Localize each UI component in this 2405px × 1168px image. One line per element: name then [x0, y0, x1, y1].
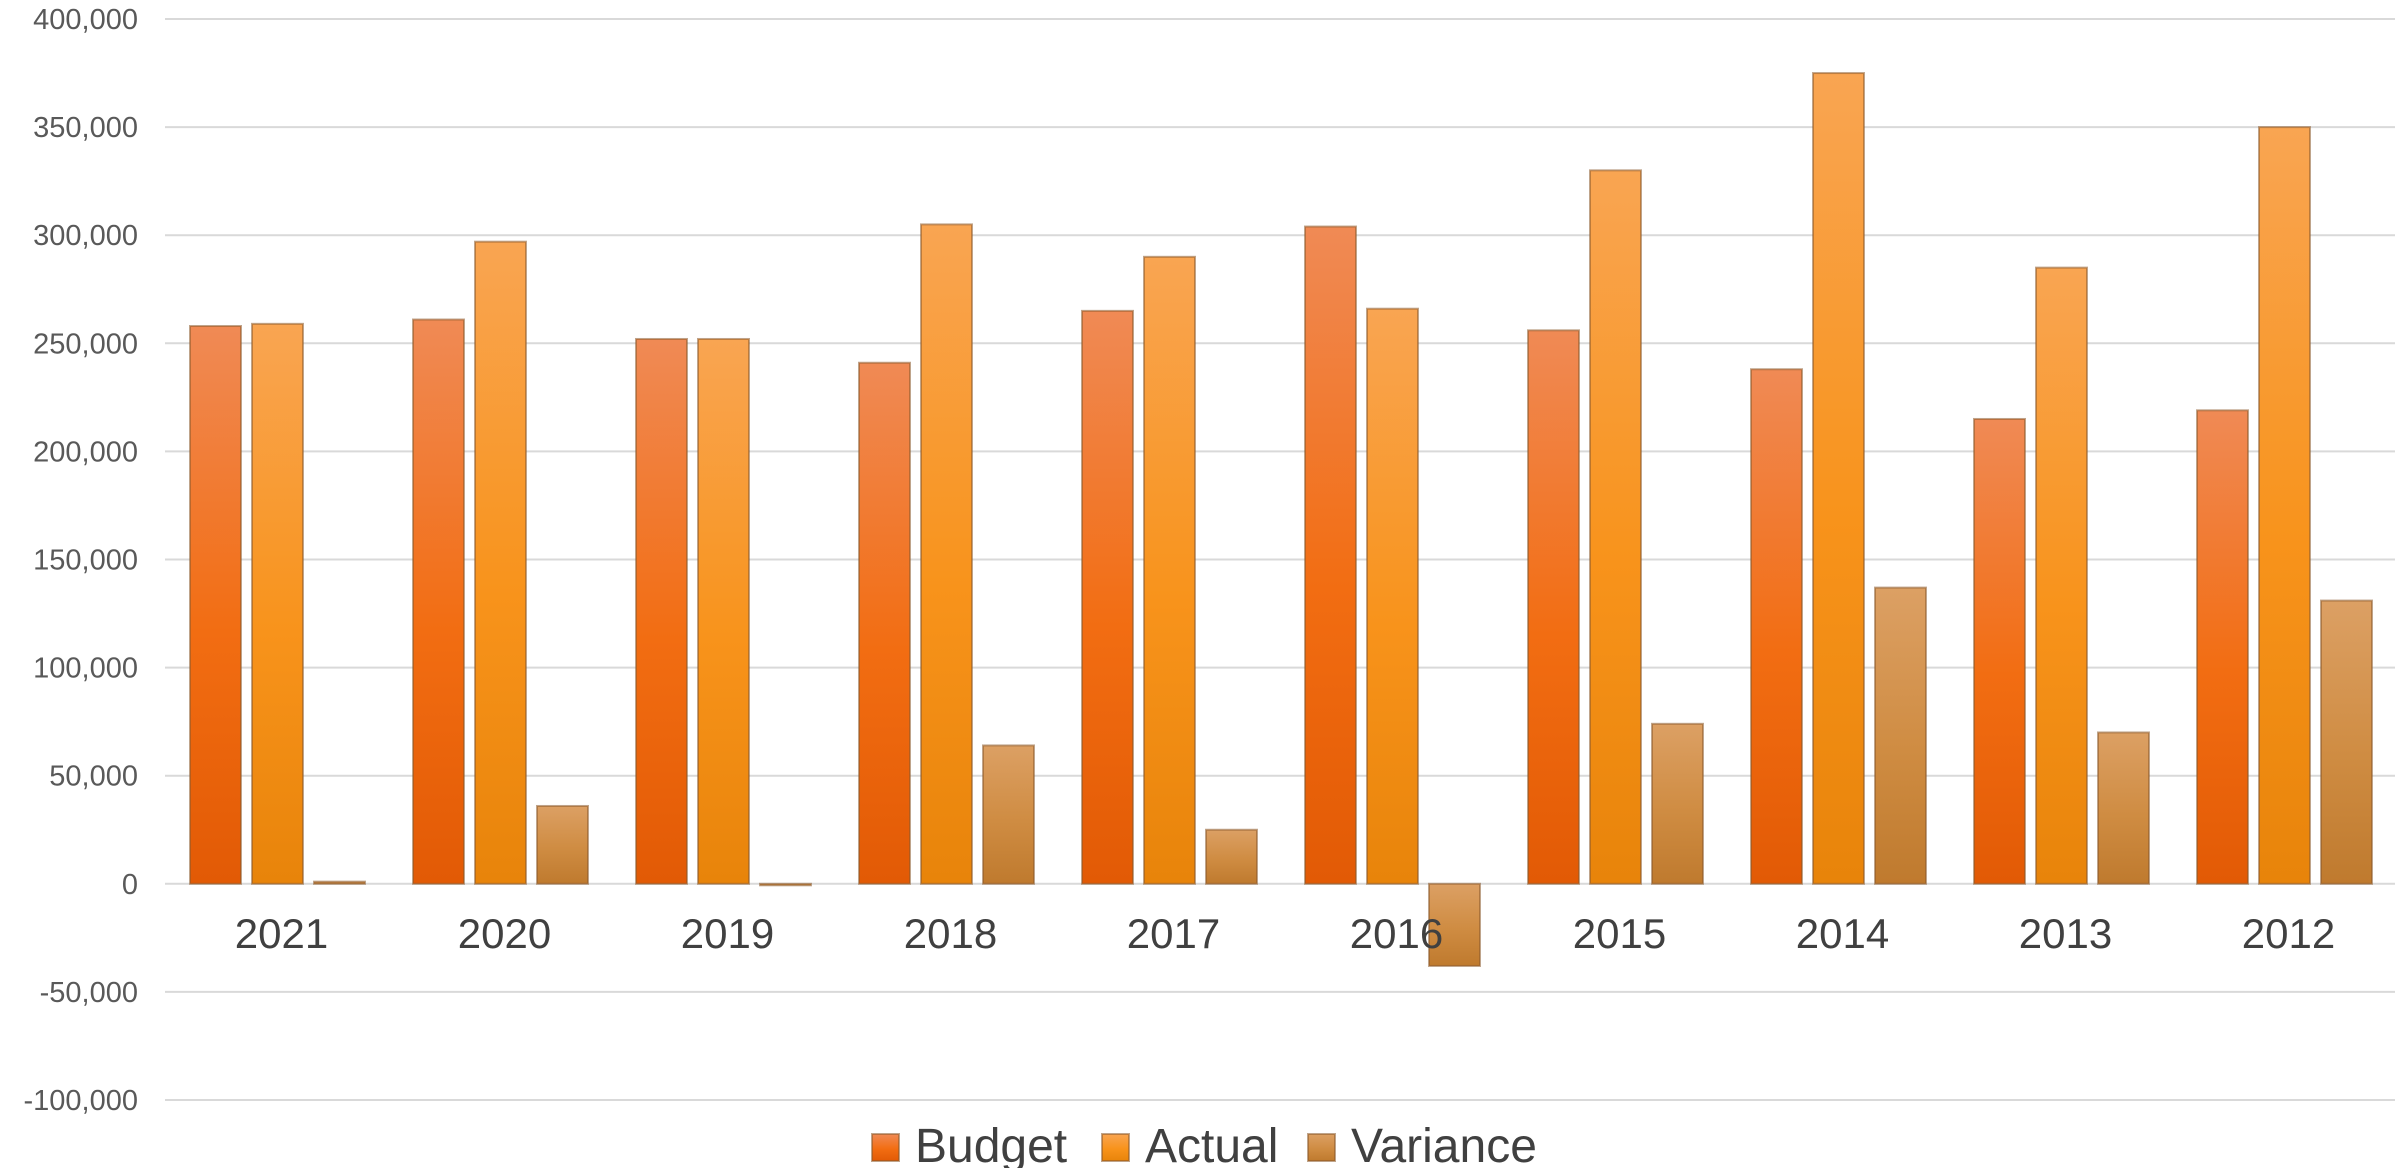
y-tick-label: 300,000 [33, 220, 138, 252]
y-axis-tick-labels: -100,000 -50,000 0 50,000 100,000 150,000 200,… [24, 4, 139, 1117]
x-category-label: 2020 [458, 910, 551, 957]
bar-variance-2016 [1428, 882, 1481, 967]
x-category-label: 2017 [1127, 910, 1220, 957]
x-category-label: 2019 [681, 910, 774, 957]
x-category-label: 2012 [2242, 910, 2335, 957]
y-tick-label: 250,000 [33, 328, 138, 360]
legend-label-variance: Variance [1351, 1120, 1537, 1168]
bar-budget-2015 [1527, 329, 1580, 885]
bar-actual-2020 [474, 240, 527, 885]
legend-swatch-budget [871, 1133, 900, 1162]
bar-variance-2015 [1651, 722, 1704, 885]
bar-actual-2021 [251, 322, 304, 885]
bar-actual-2012 [2258, 126, 2311, 885]
bar-variance-2019 [759, 882, 812, 887]
x-category-label: 2015 [1573, 910, 1666, 957]
legend-label-budget: Budget [915, 1120, 1067, 1168]
bar-budget-2012 [2196, 409, 2249, 885]
bar-variance-2013 [2097, 731, 2150, 885]
y-tick-label: -100,000 [24, 1085, 139, 1117]
bars [189, 72, 2373, 967]
bar-variance-2017 [1205, 828, 1258, 885]
x-category-label: 2021 [235, 910, 328, 957]
y-tick-label: 100,000 [33, 653, 138, 685]
x-axis-category-labels: 2021 2020 2019 2018 2017 2016 2015 2014 2013 2012 [235, 910, 2335, 957]
bar-budget-2021 [189, 325, 242, 885]
bar-actual-2017 [1143, 255, 1196, 885]
y-tick-label: 50,000 [49, 761, 138, 793]
bar-actual-2015 [1589, 169, 1642, 885]
x-category-label: 2014 [1796, 910, 1889, 957]
y-tick-label: 350,000 [33, 112, 138, 144]
y-tick-label: 200,000 [33, 436, 138, 468]
bar-actual-2019 [697, 337, 750, 885]
bar-budget-2019 [635, 337, 688, 885]
bar-variance-2021 [313, 880, 366, 885]
y-tick-label: 0 [122, 869, 138, 901]
bar-variance-2020 [536, 804, 589, 885]
legend-label-actual: Actual [1145, 1120, 1278, 1168]
bar-actual-2018 [920, 223, 973, 885]
bar-actual-2014 [1812, 72, 1865, 885]
y-tick-label: -50,000 [40, 977, 138, 1009]
x-category-label: 2018 [904, 910, 997, 957]
bar-budget-2018 [858, 361, 911, 885]
y-tick-label: 150,000 [33, 545, 138, 577]
y-tick-label: 400,000 [33, 4, 138, 36]
x-category-label: 2016 [1350, 910, 1443, 957]
legend-swatch-actual [1101, 1133, 1130, 1162]
bar-budget-2020 [412, 318, 465, 885]
legend-swatch-variance [1307, 1133, 1336, 1162]
legend: Budget Actual Variance [871, 1120, 1537, 1168]
bar-actual-2016 [1366, 307, 1419, 885]
bar-variance-2014 [1874, 586, 1927, 885]
x-category-label: 2013 [2019, 910, 2112, 957]
bar-budget-2013 [1973, 417, 2026, 885]
bar-variance-2018 [982, 744, 1035, 885]
bar-budget-2016 [1304, 225, 1357, 885]
bar-variance-2012 [2320, 599, 2373, 885]
bar-budget-2017 [1081, 309, 1134, 885]
bar-actual-2013 [2035, 266, 2088, 885]
bar-budget-2014 [1750, 368, 1803, 885]
